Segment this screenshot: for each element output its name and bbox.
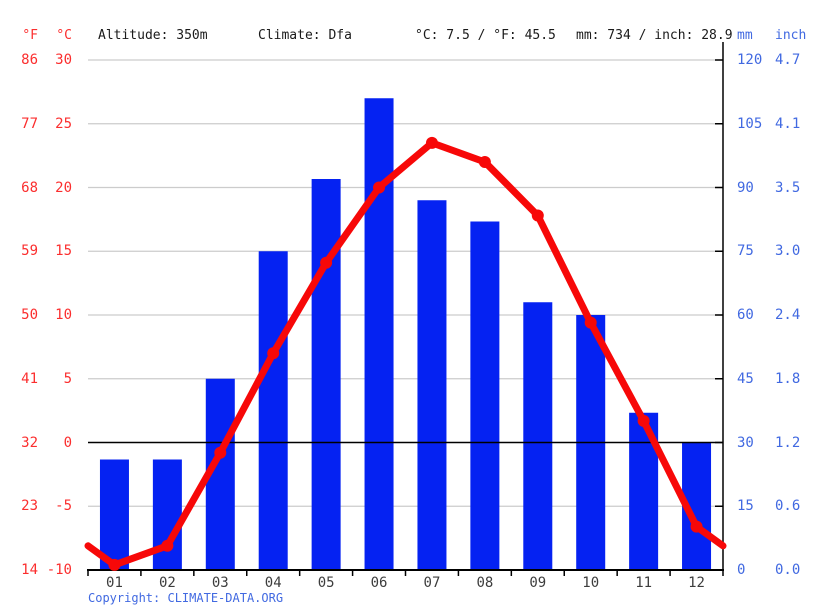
axis-tick-mm: 45 <box>737 370 754 387</box>
mm-axis-title: mm <box>737 28 753 43</box>
axis-tick-celsius: 20 <box>55 179 72 196</box>
axis-tick-fahrenheit: 32 <box>21 434 38 451</box>
axis-tick-mm: 120 <box>737 52 763 68</box>
axis-tick-fahrenheit: 68 <box>21 179 38 196</box>
axis-tick-inch: 4.7 <box>775 52 801 68</box>
copyright-label: Copyright: <box>88 591 168 605</box>
precip-bar <box>152 459 182 570</box>
month-label: 12 <box>688 575 705 591</box>
axis-tick-celsius: 30 <box>55 52 72 68</box>
axis-tick-inch: 1.2 <box>775 434 801 451</box>
temp-marker <box>425 136 438 149</box>
precip-bar <box>364 98 394 570</box>
month-label: 07 <box>423 575 441 591</box>
axis-tick-inch: 3.5 <box>775 179 801 196</box>
axis-tick-inch: 1.8 <box>775 370 801 387</box>
month-label: 01 <box>106 575 123 591</box>
axis-tick-fahrenheit: 59 <box>21 243 38 260</box>
annual-precipitation-label: mm: 734 / inch: 28.9 <box>576 28 733 43</box>
temp-marker <box>161 539 174 552</box>
axis-tick-celsius: 10 <box>55 307 72 323</box>
temp-marker <box>478 156 491 168</box>
fahrenheit-axis-title: °F <box>22 28 38 43</box>
precip-bar <box>258 251 288 570</box>
altitude-label: Altitude: 350m <box>98 28 208 43</box>
temperature-line <box>84 139 727 569</box>
axis-tick-inch: 0.6 <box>775 498 801 515</box>
axis-tick-inch: 2.4 <box>775 307 801 323</box>
axis-tick-celsius: 0 <box>63 434 72 451</box>
month-label: 03 <box>211 575 229 591</box>
temp-marker <box>214 446 227 459</box>
axis-tick-celsius: -5 <box>55 498 72 515</box>
axis-tick-fahrenheit: 23 <box>21 498 38 515</box>
precip-bar <box>470 221 500 570</box>
axis-tick-inch: 4.1 <box>775 115 801 132</box>
temp-marker <box>320 256 333 269</box>
axis-tick-mm: 90 <box>737 179 754 196</box>
month-label: 06 <box>370 575 388 591</box>
axis-tick-mm: 15 <box>737 498 754 515</box>
climate-classification-label: Climate: Dfa <box>258 28 352 43</box>
precip-bar <box>417 200 447 570</box>
axis-tick-mm: 30 <box>737 434 754 451</box>
precip-bar <box>523 302 553 570</box>
axis-tick-celsius: 15 <box>55 243 72 260</box>
precip-bar <box>311 179 341 570</box>
axis-tick-inch: 0.0 <box>775 562 801 578</box>
axis-tick-celsius: -10 <box>46 562 72 578</box>
precip-bar <box>99 459 129 570</box>
copyright-line: Copyright: CLIMATE-DATA.ORG <box>88 591 283 605</box>
month-label: 11 <box>635 575 653 591</box>
mean-temperature-label: °C: 7.5 / °F: 45.5 <box>415 28 556 43</box>
month-label: 10 <box>582 575 600 591</box>
month-label: 02 <box>158 575 176 591</box>
temp-marker <box>690 520 703 533</box>
axis-tick-fahrenheit: 50 <box>21 307 38 323</box>
temp-marker <box>373 181 386 194</box>
axis-tick-fahrenheit: 41 <box>21 370 38 387</box>
temp-marker <box>108 558 121 571</box>
month-label: 08 <box>476 575 494 591</box>
temp-marker <box>267 347 280 360</box>
axis-tick-mm: 60 <box>737 307 754 323</box>
month-label: 04 <box>264 575 282 591</box>
month-label: 05 <box>317 575 335 591</box>
axis-tick-fahrenheit: 86 <box>21 52 38 68</box>
axis-tick-mm: 105 <box>737 115 763 132</box>
axis-tick-fahrenheit: 77 <box>21 115 38 132</box>
temp-marker <box>531 209 544 222</box>
axis-tick-mm: 0 <box>737 562 746 578</box>
axis-tick-fahrenheit: 14 <box>21 562 38 578</box>
axis-tick-inch: 3.0 <box>775 243 801 260</box>
month-label: 09 <box>529 575 547 591</box>
axis-tick-mm: 75 <box>737 243 754 260</box>
axis-tick-celsius: 5 <box>63 370 72 387</box>
axis-tick-celsius: 25 <box>55 115 72 132</box>
celsius-axis-title: °C <box>56 28 72 43</box>
inch-axis-title: inch <box>775 28 807 43</box>
temp-marker <box>584 316 597 329</box>
temp-marker <box>637 414 650 427</box>
climate-data-org-link[interactable]: CLIMATE-DATA.ORG <box>167 591 284 605</box>
